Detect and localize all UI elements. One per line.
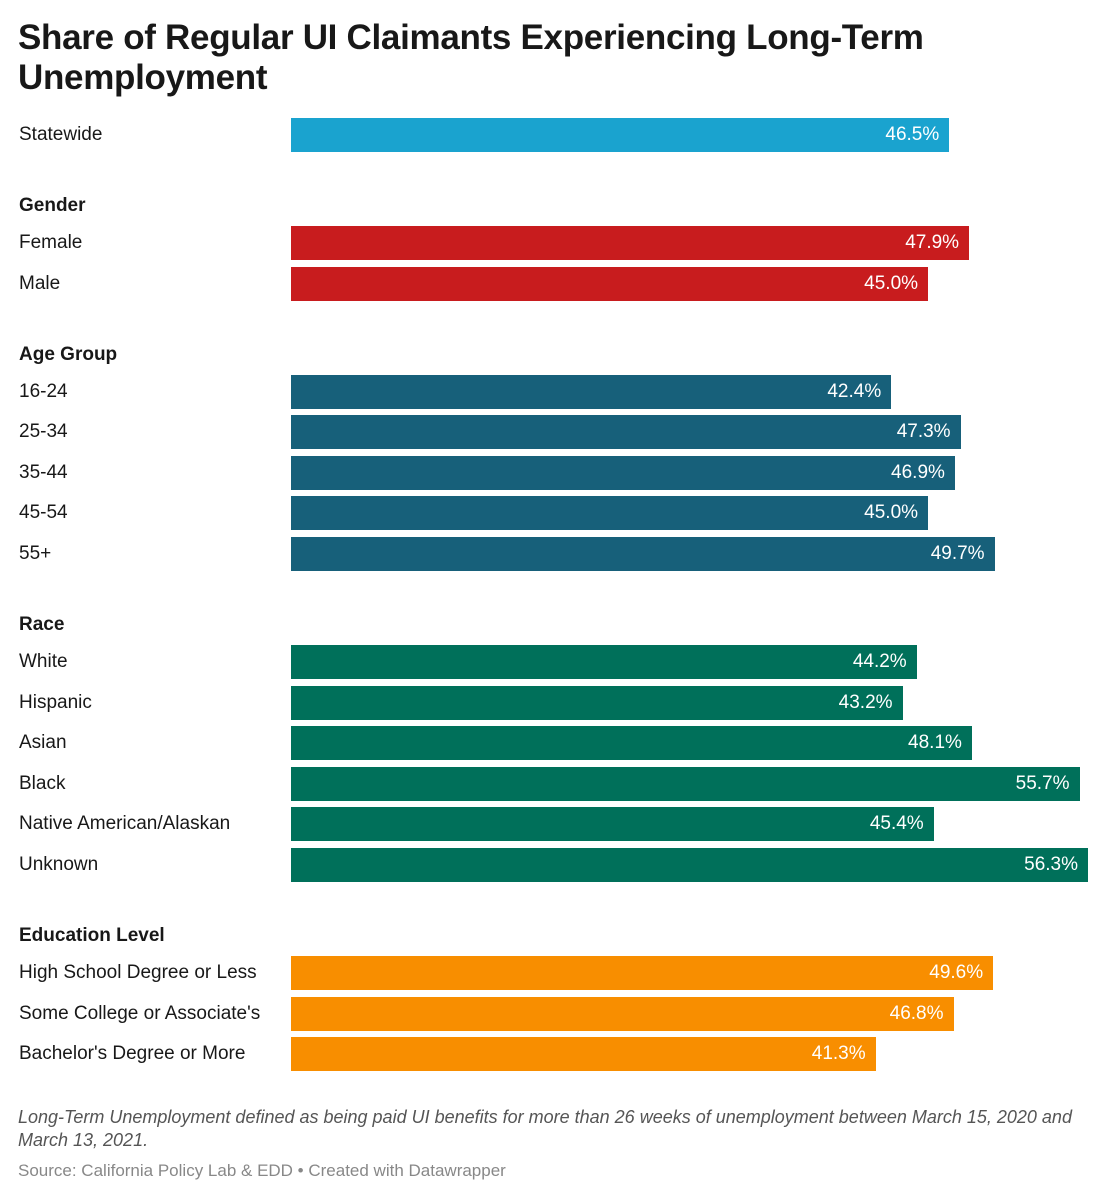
group-header: Age Group — [19, 343, 118, 365]
bar: 49.6% — [291, 956, 994, 990]
category-label: Statewide — [19, 124, 103, 145]
chart-source: Source: California Policy Lab & EDD • Cr… — [18, 1161, 506, 1180]
category-label: Some College or Associate's — [19, 1002, 261, 1024]
bar-chart: Statewide 46.5% Gender Female 47.9% Male 45.0%… — [19, 118, 1088, 1072]
bar: 46.9% — [291, 455, 955, 490]
category-label: 55+ — [19, 543, 52, 564]
bar: 55.7% — [291, 766, 1080, 801]
category-label: Asian — [19, 732, 67, 754]
bar: 47.3% — [291, 415, 961, 450]
category-label: 45-54 — [19, 502, 68, 524]
data-label: 48.1% — [908, 732, 962, 754]
bar: 43.2% — [291, 685, 903, 720]
data-label: 44.2% — [852, 651, 907, 672]
data-label: 45.4% — [869, 813, 924, 835]
bar: 45.4% — [291, 807, 934, 842]
group-header: Gender — [19, 195, 86, 216]
data-label: 55.7% — [1015, 772, 1070, 794]
data-label: 42.4% — [827, 380, 882, 402]
data-label: 46.8% — [889, 1002, 944, 1024]
category-label: 35-44 — [19, 461, 68, 483]
bar: 46.5% — [291, 118, 950, 152]
category-label: Female — [19, 232, 83, 253]
category-label: Hispanic — [19, 691, 92, 713]
data-label: 41.3% — [811, 1043, 866, 1065]
category-label: Black — [19, 772, 66, 794]
category-label: 16-24 — [19, 380, 68, 402]
data-label: 46.9% — [891, 461, 945, 483]
bar: 47.9% — [291, 226, 970, 260]
data-label: 46.5% — [885, 124, 940, 145]
bar: 56.3% — [291, 848, 1088, 882]
data-label: 49.7% — [930, 543, 985, 564]
bar: 48.1% — [291, 726, 972, 761]
category-label: Native American/Alaskan — [19, 813, 231, 835]
bar: 42.4% — [291, 374, 892, 409]
bar: 49.7% — [291, 537, 995, 571]
data-label: 47.3% — [896, 421, 951, 443]
data-label: 56.3% — [1024, 854, 1078, 875]
group-header: Race — [19, 614, 65, 635]
bar: 44.2% — [291, 645, 917, 679]
category-label: Bachelor's Degree or More — [19, 1043, 246, 1065]
data-label: 45.0% — [864, 272, 919, 294]
chart-title: Share of Regular UI Claimants Experienci… — [18, 18, 924, 97]
category-label: High School Degree or Less — [19, 962, 257, 983]
category-label: 25-34 — [19, 421, 68, 443]
chart-notes: Long-Term Unemployment defined as being … — [18, 1107, 1072, 1150]
bar: 41.3% — [291, 1037, 876, 1072]
bar: 45.0% — [291, 266, 929, 301]
bar: 46.8% — [291, 996, 954, 1031]
category-label: Male — [19, 272, 61, 294]
data-label: 49.6% — [929, 962, 984, 983]
category-label: Unknown — [19, 854, 99, 875]
data-label: 47.9% — [905, 232, 960, 253]
category-label: White — [19, 651, 68, 672]
group-header: Education Level — [19, 925, 165, 946]
bar: 45.0% — [291, 496, 929, 531]
data-label: 43.2% — [838, 691, 893, 713]
data-label: 45.0% — [864, 502, 919, 524]
